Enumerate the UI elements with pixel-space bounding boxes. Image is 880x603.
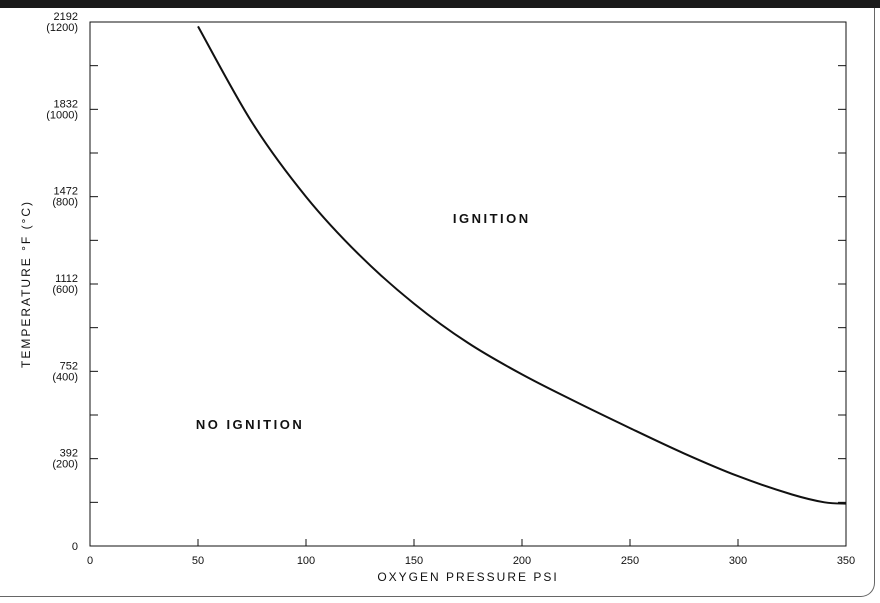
region-label: IGNITION <box>453 211 531 226</box>
y-tick-label: 392 <box>60 448 78 460</box>
y-tick-sublabel: (400) <box>52 371 78 383</box>
tick-labels-layer: 0 50 100 150 200 250 300 350 0 392(200) 752(400) 11… <box>46 11 855 567</box>
y-tick-sublabel: (600) <box>52 284 78 296</box>
y-tick-label: 1832 <box>54 98 78 110</box>
region-label: NO IGNITION <box>196 417 304 432</box>
x-tick-label: 200 <box>513 555 531 567</box>
x-tick-label: 150 <box>405 555 423 567</box>
page-border <box>0 8 875 597</box>
x-tick-label: 100 <box>297 555 315 567</box>
y-tick-sublabel: (800) <box>52 197 78 209</box>
plot-frame <box>89 21 847 547</box>
top-frame-bar <box>0 0 880 8</box>
y-tick-sublabel: (1200) <box>46 22 78 34</box>
ignition-boundary-line <box>197 25 847 505</box>
x-tick-label: 300 <box>729 555 747 567</box>
y-tick-label: 2192 <box>54 11 78 23</box>
x-tick-label: 50 <box>192 555 204 567</box>
annotations-layer: IGNITION NO IGNITION <box>196 211 531 432</box>
y-tick-sublabel: (1000) <box>46 109 78 121</box>
x-tick-label: 250 <box>621 555 639 567</box>
x-axis-title: OXYGEN PRESSURE PSI <box>377 570 558 584</box>
x-tick-label: 0 <box>87 555 93 567</box>
y-tick-label: 1472 <box>54 186 78 198</box>
y-tick-label: 752 <box>60 360 78 372</box>
y-axis-title: TEMPERATURE °F (°C) <box>19 200 33 368</box>
y-tick-label: 0 <box>72 541 78 553</box>
y-tick-label: 1112 <box>55 273 78 285</box>
x-tick-label: 350 <box>837 555 855 567</box>
ticks-layer <box>90 65 846 546</box>
y-tick-sublabel: (200) <box>52 459 78 471</box>
